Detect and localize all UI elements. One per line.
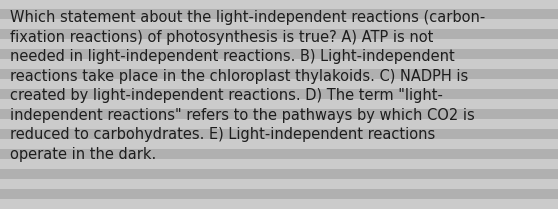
Bar bbox=[0, 39, 558, 49]
Bar bbox=[0, 129, 558, 139]
Bar bbox=[0, 109, 558, 119]
Bar bbox=[0, 159, 558, 169]
Bar bbox=[0, 149, 558, 159]
Bar bbox=[0, 0, 558, 9]
Bar bbox=[0, 199, 558, 209]
Bar bbox=[0, 79, 558, 89]
Text: Which statement about the light-independent reactions (carbon-
fixation reaction: Which statement about the light-independ… bbox=[10, 10, 485, 162]
Bar bbox=[0, 189, 558, 199]
Bar bbox=[0, 9, 558, 19]
Bar bbox=[0, 89, 558, 99]
Bar bbox=[0, 19, 558, 29]
Bar bbox=[0, 69, 558, 79]
Bar bbox=[0, 29, 558, 39]
Bar bbox=[0, 119, 558, 129]
Bar bbox=[0, 99, 558, 109]
Bar bbox=[0, 139, 558, 149]
Bar bbox=[0, 49, 558, 59]
Bar bbox=[0, 59, 558, 69]
Bar bbox=[0, 169, 558, 179]
Bar bbox=[0, 179, 558, 189]
